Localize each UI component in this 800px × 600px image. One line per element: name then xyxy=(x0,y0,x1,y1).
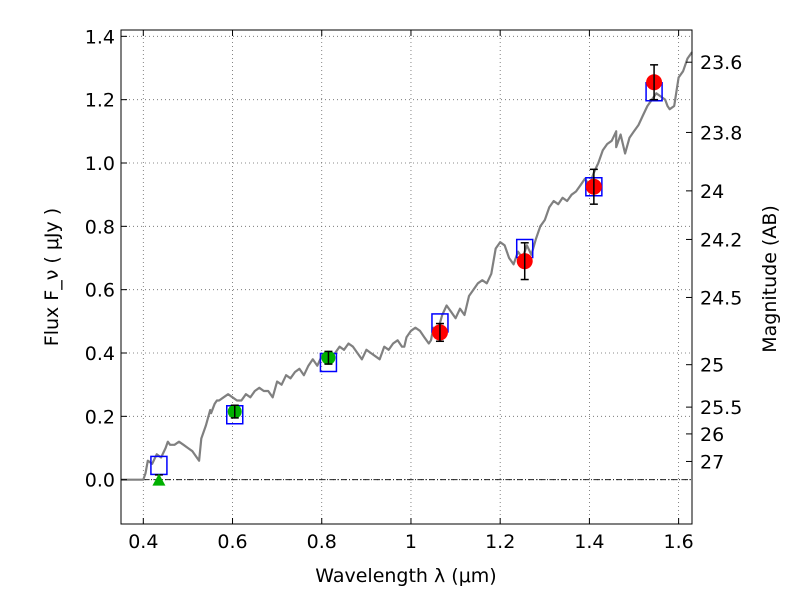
ticks-layer: 0.4 0.6 0.8 1 1.2 1.4 1.6 0.0 0.2 0.4 0.6 0.8 1.0 1.2… xyxy=(85,26,743,553)
x-tick-label: 1.4 xyxy=(574,531,604,553)
x-tick-label: 1 xyxy=(405,531,417,553)
y-tick-label: 1.0 xyxy=(85,153,115,175)
magnitude-tick-label: 23.8 xyxy=(700,122,742,144)
y-right-axis-title: Magnitude (AB) xyxy=(759,205,781,353)
magnitude-tick-label: 25 xyxy=(700,355,724,377)
points-layer xyxy=(150,64,663,486)
y-tick-label: 0.6 xyxy=(85,280,115,302)
magnitude-tick-label: 24.5 xyxy=(700,287,742,309)
magnitude-tick-label: 27 xyxy=(700,451,724,473)
x-tick-label: 0.4 xyxy=(128,531,158,553)
y-tick-label: 1.2 xyxy=(85,90,115,112)
magnitude-tick-label: 24 xyxy=(700,181,724,203)
y-tick-label: 0.4 xyxy=(85,343,115,365)
y-tick-label: 1.4 xyxy=(85,26,115,48)
y-tick-label: 0.2 xyxy=(85,406,115,428)
y-tick-label: 0.0 xyxy=(85,470,115,492)
plot-frame xyxy=(120,29,693,525)
spectrum-layer xyxy=(121,51,693,481)
x-tick-label: 0.6 xyxy=(217,531,247,553)
x-tick-label: 1.2 xyxy=(485,531,515,553)
x-axis-title: Wavelength λ (μm) xyxy=(315,565,496,587)
spectrum-line xyxy=(121,51,693,481)
y-axis-title: Flux F_ν ( μJy ) xyxy=(41,208,63,346)
x-tick-label: 1.6 xyxy=(664,531,694,553)
magnitude-tick-label: 23.6 xyxy=(700,52,742,74)
x-tick-label: 0.8 xyxy=(307,531,337,553)
y-tick-label: 0.8 xyxy=(85,216,115,238)
magnitude-tick-label: 24.2 xyxy=(700,229,742,251)
upper-limit-triangle xyxy=(152,473,166,486)
magnitude-tick-label: 25.5 xyxy=(700,397,742,419)
magnitude-tick-label: 26 xyxy=(700,424,724,446)
